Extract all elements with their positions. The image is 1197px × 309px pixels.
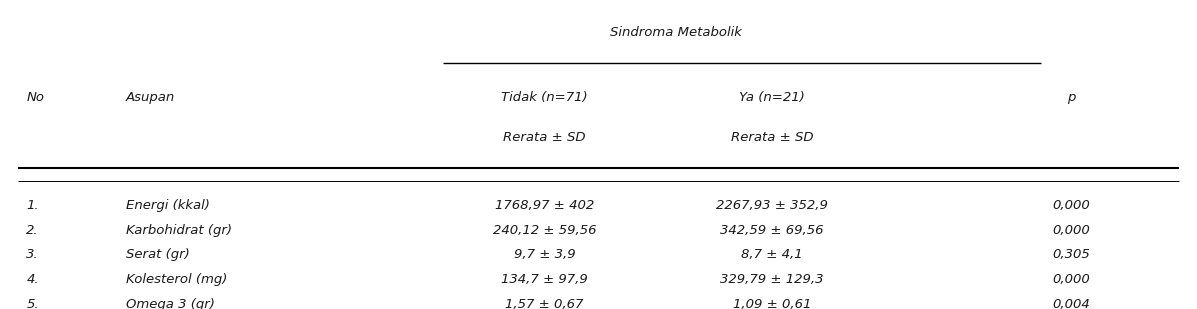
Text: 0,000: 0,000 [1052, 273, 1090, 286]
Text: Rerata ± SD: Rerata ± SD [730, 131, 814, 144]
Text: 9,7 ± 3,9: 9,7 ± 3,9 [514, 248, 576, 261]
Text: 1,09 ± 0,61: 1,09 ± 0,61 [733, 298, 812, 309]
Text: 4.: 4. [26, 273, 40, 286]
Text: Asupan: Asupan [126, 91, 175, 104]
Text: Rerata ± SD: Rerata ± SD [503, 131, 587, 144]
Text: 2267,93 ± 352,9: 2267,93 ± 352,9 [716, 199, 828, 212]
Text: 0,000: 0,000 [1052, 224, 1090, 237]
Text: 0,305: 0,305 [1052, 248, 1090, 261]
Text: 342,59 ± 69,56: 342,59 ± 69,56 [721, 224, 824, 237]
Text: 5.: 5. [26, 298, 40, 309]
Text: Serat (gr): Serat (gr) [126, 248, 189, 261]
Text: 1,57 ± 0,67: 1,57 ± 0,67 [505, 298, 584, 309]
Text: p: p [1068, 91, 1075, 104]
Text: Ya (n=21): Ya (n=21) [740, 91, 804, 104]
Text: 0,000: 0,000 [1052, 199, 1090, 212]
Text: 1.: 1. [26, 199, 40, 212]
Text: Tidak (n=71): Tidak (n=71) [502, 91, 588, 104]
Text: Karbohidrat (gr): Karbohidrat (gr) [126, 224, 232, 237]
Text: 1768,97 ± 402: 1768,97 ± 402 [496, 199, 594, 212]
Text: 329,79 ± 129,3: 329,79 ± 129,3 [721, 273, 824, 286]
Text: Omega 3 (gr): Omega 3 (gr) [126, 298, 214, 309]
Text: 3.: 3. [26, 248, 40, 261]
Text: 134,7 ± 97,9: 134,7 ± 97,9 [502, 273, 588, 286]
Text: No: No [26, 91, 44, 104]
Text: 0,004: 0,004 [1052, 298, 1090, 309]
Text: 2.: 2. [26, 224, 40, 237]
Text: Kolesterol (mg): Kolesterol (mg) [126, 273, 227, 286]
Text: Sindroma Metabolik: Sindroma Metabolik [610, 26, 742, 39]
Text: Energi (kkal): Energi (kkal) [126, 199, 209, 212]
Text: 8,7 ± 4,1: 8,7 ± 4,1 [741, 248, 803, 261]
Text: 240,12 ± 59,56: 240,12 ± 59,56 [493, 224, 596, 237]
